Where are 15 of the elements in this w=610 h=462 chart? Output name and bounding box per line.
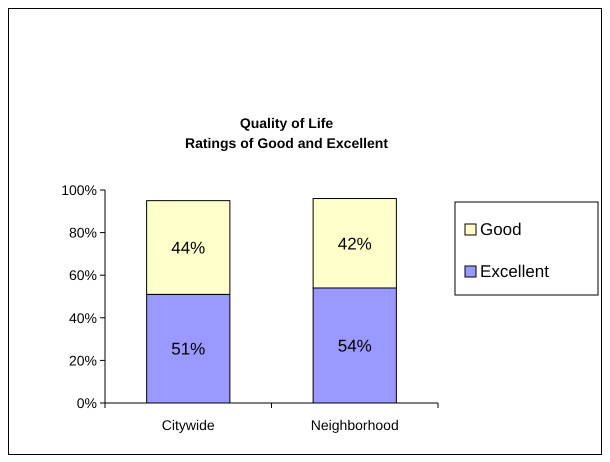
legend-label: Good (480, 220, 522, 239)
y-tick-label: 40% (68, 310, 97, 326)
y-tick-label: 0% (76, 395, 97, 411)
y-tick-label: 80% (68, 224, 97, 241)
chart-title: Quality of Life Ratings of Good and Excellent (184, 115, 388, 151)
legend-label: Excellent (480, 262, 550, 281)
data-label: 54% (338, 336, 372, 356)
data-label: 44% (171, 238, 206, 258)
y-tick-label: 60% (68, 267, 97, 284)
data-label: 51% (171, 340, 206, 359)
y-tick-label: 20% (68, 352, 97, 368)
x-tick-label: Neighborhood (310, 417, 399, 433)
y-tick-label: 100% (61, 182, 97, 198)
x-tick-label: Citywide (162, 417, 215, 433)
data-label: 42% (338, 234, 372, 254)
